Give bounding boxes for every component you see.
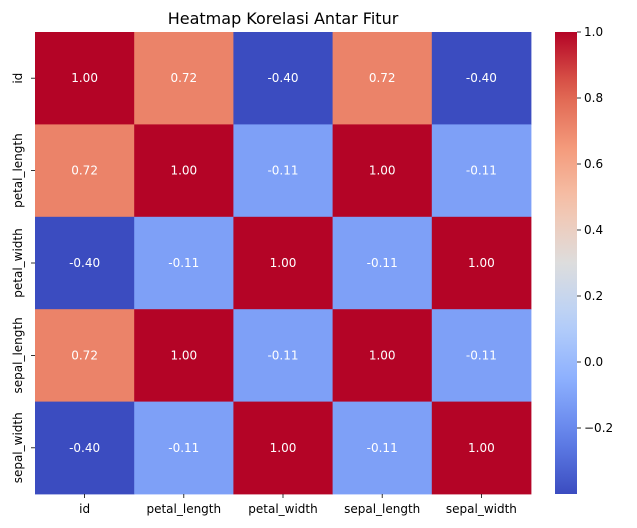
cell-value-label: -0.11	[267, 164, 298, 178]
cell-value-label: 0.72	[170, 71, 197, 85]
heatmap-cell-sepal-width-petal-length	[134, 401, 234, 495]
heatmap-cells: 1.00 0.72 -0.40 0.72 -0.40 0.72 1.00 -0.11 1.00 -…	[35, 32, 532, 495]
cell-value-label: 1.00	[270, 256, 297, 270]
x-tick-label-sepal-length: sepal_length	[344, 502, 420, 516]
cell-value-label: -0.11	[466, 348, 497, 362]
x-tick-label-petal-width: petal_width	[248, 502, 317, 516]
heatmap-cell-sepal-length-petal-length	[134, 309, 234, 402]
colorbar-tick-label: 0.0	[584, 355, 603, 369]
x-axis: id petal_length petal_width sepal_length sep…	[79, 494, 517, 516]
colorbar-tick-label: 1.0	[584, 25, 603, 39]
cell-value-label: -0.11	[168, 441, 199, 455]
heatmap-cell-id-petal-length	[134, 32, 234, 125]
heatmap-cell-sepal-width-id	[35, 401, 135, 495]
colorbar	[555, 32, 577, 494]
cell-value-label: 1.00	[170, 164, 197, 178]
colorbar-tick-label: −0.2	[584, 421, 613, 435]
cell-value-label: 1.00	[369, 348, 396, 362]
cell-value-label: 1.00	[170, 348, 197, 362]
cell-value-label: -0.11	[267, 348, 298, 362]
y-tick-label-id: id	[11, 73, 25, 84]
heatmap-cell-sepal-length-sepal-length	[332, 309, 433, 402]
heatmap-cell-petal-length-sepal-length	[332, 124, 433, 218]
heatmap-cell-petal-length-petal-length	[134, 124, 234, 218]
x-tick-label-sepal-width: sepal_width	[446, 502, 517, 516]
cell-value-label: -0.40	[69, 441, 100, 455]
cell-value-label: 0.72	[71, 164, 98, 178]
heatmap-cell-id-petal-width	[233, 32, 333, 125]
cell-value-label: 1.00	[468, 441, 495, 455]
heatmap-cell-petal-width-petal-width	[233, 216, 333, 310]
heatmap-cell-sepal-width-sepal-length	[332, 401, 433, 495]
colorbar-tick-label: 0.2	[584, 289, 603, 303]
chart-title: Heatmap Korelasi Antar Fitur	[168, 9, 399, 28]
cell-value-label: -0.40	[69, 256, 100, 270]
heatmap-cell-petal-length-sepal-width	[431, 124, 532, 218]
cell-value-label: 1.00	[369, 164, 396, 178]
cell-value-label: -0.11	[367, 441, 398, 455]
heatmap-cell-petal-width-sepal-width	[431, 216, 532, 310]
heatmap-cell-id-sepal-width	[431, 32, 532, 125]
heatmap-cell-id-id	[35, 32, 135, 125]
cell-value-label: 0.72	[369, 71, 396, 85]
heatmap-cell-sepal-length-petal-width	[233, 309, 333, 402]
cell-value-label: -0.11	[466, 164, 497, 178]
x-tick-label-petal-length: petal_length	[146, 502, 221, 516]
cell-value-label: -0.40	[267, 71, 298, 85]
heatmap-cell-petal-width-petal-length	[134, 216, 234, 310]
heatmap-cell-sepal-width-petal-width	[233, 401, 333, 495]
heatmap-cell-petal-width-id	[35, 216, 135, 310]
y-tick-label-petal-width: petal_width	[11, 228, 25, 297]
colorbar-tick-label: 0.8	[584, 91, 603, 105]
colorbar-tick-label: 0.6	[584, 157, 603, 171]
cell-value-label: -0.11	[168, 256, 199, 270]
cell-value-label: 0.72	[71, 348, 98, 362]
colorbar-tick-label: 0.4	[584, 223, 603, 237]
heatmap-cell-sepal-width-sepal-width	[431, 401, 532, 495]
y-tick-label-sepal-length: sepal_length	[11, 317, 25, 393]
cell-value-label: -0.11	[367, 256, 398, 270]
y-tick-label-petal-length: petal_length	[11, 133, 25, 208]
cell-value-label: 1.00	[71, 71, 98, 85]
heatmap-cell-sepal-length-sepal-width	[431, 309, 532, 402]
heatmap-cell-petal-length-petal-width	[233, 124, 333, 218]
cell-value-label: 1.00	[468, 256, 495, 270]
y-tick-label-sepal-width: sepal_width	[11, 412, 25, 483]
heatmap-cell-petal-length-id	[35, 124, 135, 218]
y-axis: id petal_length petal_width sepal_lengthsep…	[11, 73, 35, 483]
cell-value-label: -0.40	[466, 71, 497, 85]
heatmap-cell-id-sepal-length	[332, 32, 433, 125]
heatmap-cell-petal-width-sepal-length	[332, 216, 433, 310]
heatmap-cell-sepal-length-id	[35, 309, 135, 402]
x-tick-label-id: id	[79, 502, 90, 516]
cell-value-label: 1.00	[270, 441, 297, 455]
colorbar-axis: −0.2 0.0 0.2 0.4 0.6 0.8 1.0	[577, 25, 613, 435]
